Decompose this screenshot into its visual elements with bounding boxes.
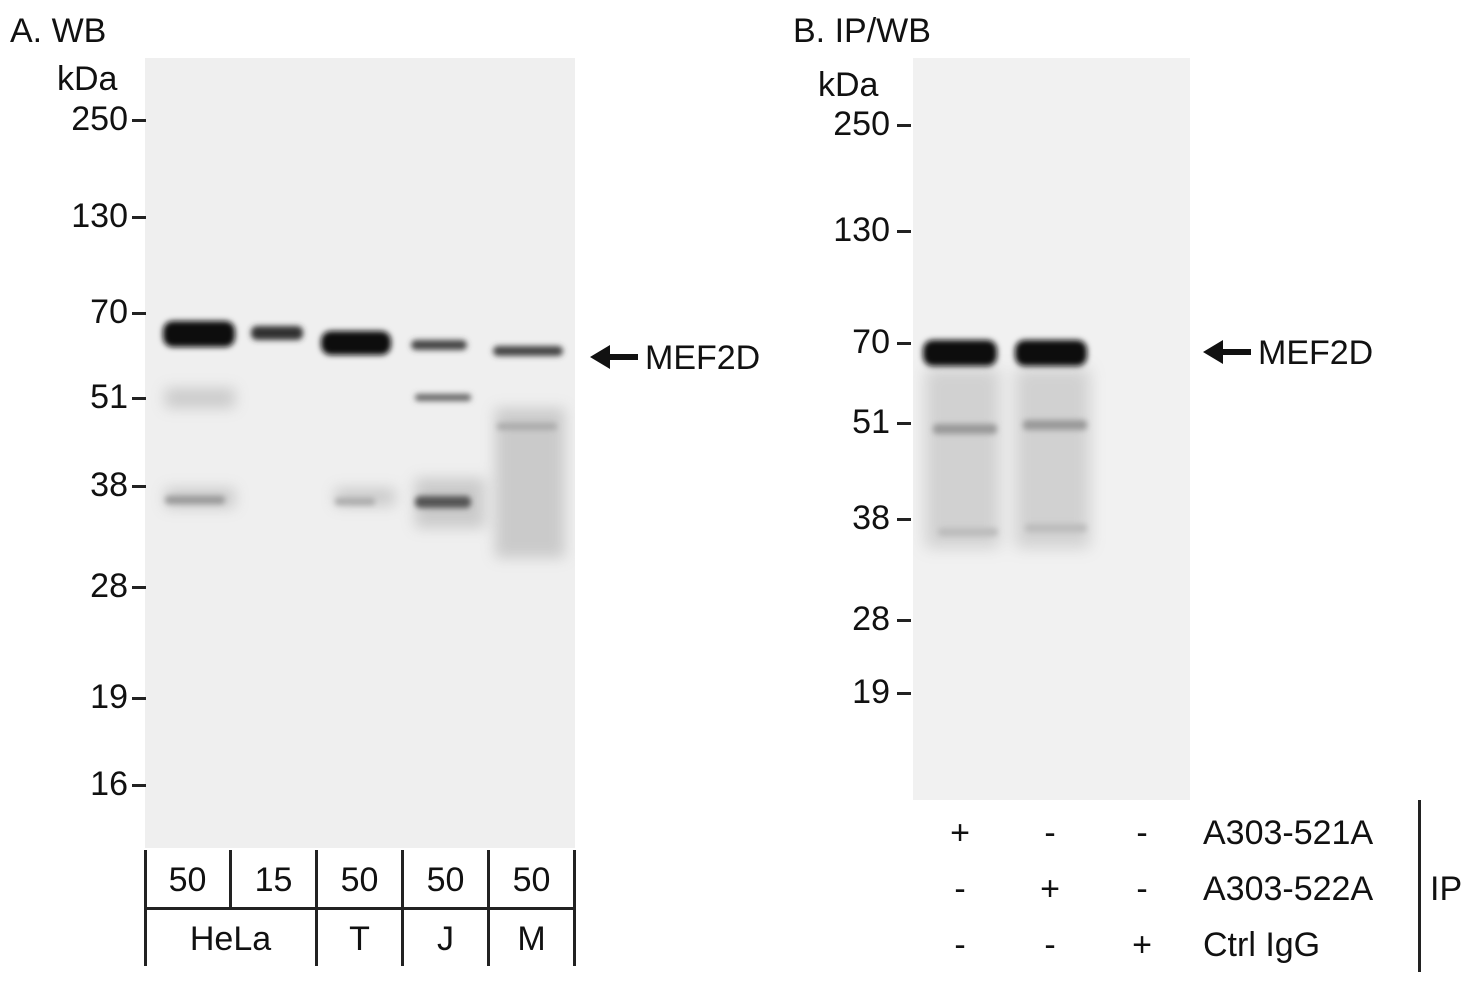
marker-tick — [132, 119, 146, 122]
marker-label: 28 — [90, 567, 128, 605]
arrow-left-icon — [1203, 340, 1251, 364]
marker-label: 70 — [852, 323, 890, 361]
lane-amount: 50 — [426, 861, 465, 899]
marker-tick — [132, 485, 146, 488]
marker-tick — [132, 397, 146, 400]
marker-tick — [897, 422, 911, 425]
ip-sign: - — [1044, 814, 1056, 852]
panel-a-target-label: MEF2D — [645, 339, 761, 377]
marker-label: 28 — [852, 600, 890, 638]
mef2d-bands — [163, 321, 563, 508]
marker-label: 16 — [90, 765, 128, 803]
ip-sign: - — [1044, 926, 1056, 964]
ip-sign: - — [1136, 870, 1148, 908]
marker-label: 130 — [833, 211, 890, 249]
ip-sign: - — [1136, 814, 1148, 852]
marker-tick — [897, 124, 911, 127]
marker-label: 51 — [852, 403, 890, 441]
lane-amount: 50 — [340, 861, 379, 899]
divider — [229, 850, 232, 908]
panel-a-title: A. WB — [10, 12, 107, 50]
marker-tick — [897, 692, 911, 695]
cell-line-label: HeLa — [189, 920, 272, 958]
lane-amount: 15 — [254, 861, 293, 899]
ip-row-label: Ctrl IgG — [1203, 926, 1321, 964]
marker-label: 19 — [852, 673, 890, 711]
marker-label: 38 — [90, 466, 128, 504]
marker-label: 250 — [71, 100, 128, 138]
marker-tick — [132, 216, 146, 219]
arrow-left-icon — [590, 345, 638, 369]
panel-b-blot — [913, 58, 1190, 800]
cell-line-label: M — [517, 920, 546, 958]
lane-amount: 50 — [512, 861, 551, 899]
marker-tick — [132, 784, 146, 787]
marker-tick — [897, 619, 911, 622]
marker-tick — [897, 342, 911, 345]
panel-a-blot — [145, 58, 575, 848]
ip-sign: - — [954, 926, 966, 964]
ip-sign: + — [1040, 870, 1060, 908]
marker-label: 250 — [833, 105, 890, 143]
marker-tick — [897, 518, 911, 521]
panel-a-unit: kDa — [57, 60, 118, 98]
ip-group-label: IP — [1430, 870, 1463, 908]
marker-label: 38 — [852, 499, 890, 537]
cell-line-label: T — [349, 920, 370, 958]
mef2d-bands — [923, 340, 1087, 536]
divider — [144, 907, 576, 910]
marker-tick — [132, 312, 146, 315]
marker-label: 51 — [90, 378, 128, 416]
divider — [1418, 800, 1421, 972]
ip-sign: + — [950, 814, 970, 852]
cell-line-label: J — [437, 920, 454, 958]
ip-row-label: A303-521A — [1203, 814, 1374, 852]
ip-sign: - — [954, 870, 966, 908]
marker-tick — [132, 586, 146, 589]
marker-tick — [897, 230, 911, 233]
panel-b-unit: kDa — [818, 66, 879, 104]
marker-tick — [132, 697, 146, 700]
marker-label: 130 — [71, 197, 128, 235]
ip-sign: + — [1132, 926, 1152, 964]
marker-label: 70 — [90, 293, 128, 331]
marker-label: 19 — [90, 678, 128, 716]
ip-row-label: A303-522A — [1203, 870, 1374, 908]
panel-b-title: B. IP/WB — [793, 12, 931, 50]
lane-amount: 50 — [168, 861, 207, 899]
panel-b-target-label: MEF2D — [1258, 334, 1374, 372]
